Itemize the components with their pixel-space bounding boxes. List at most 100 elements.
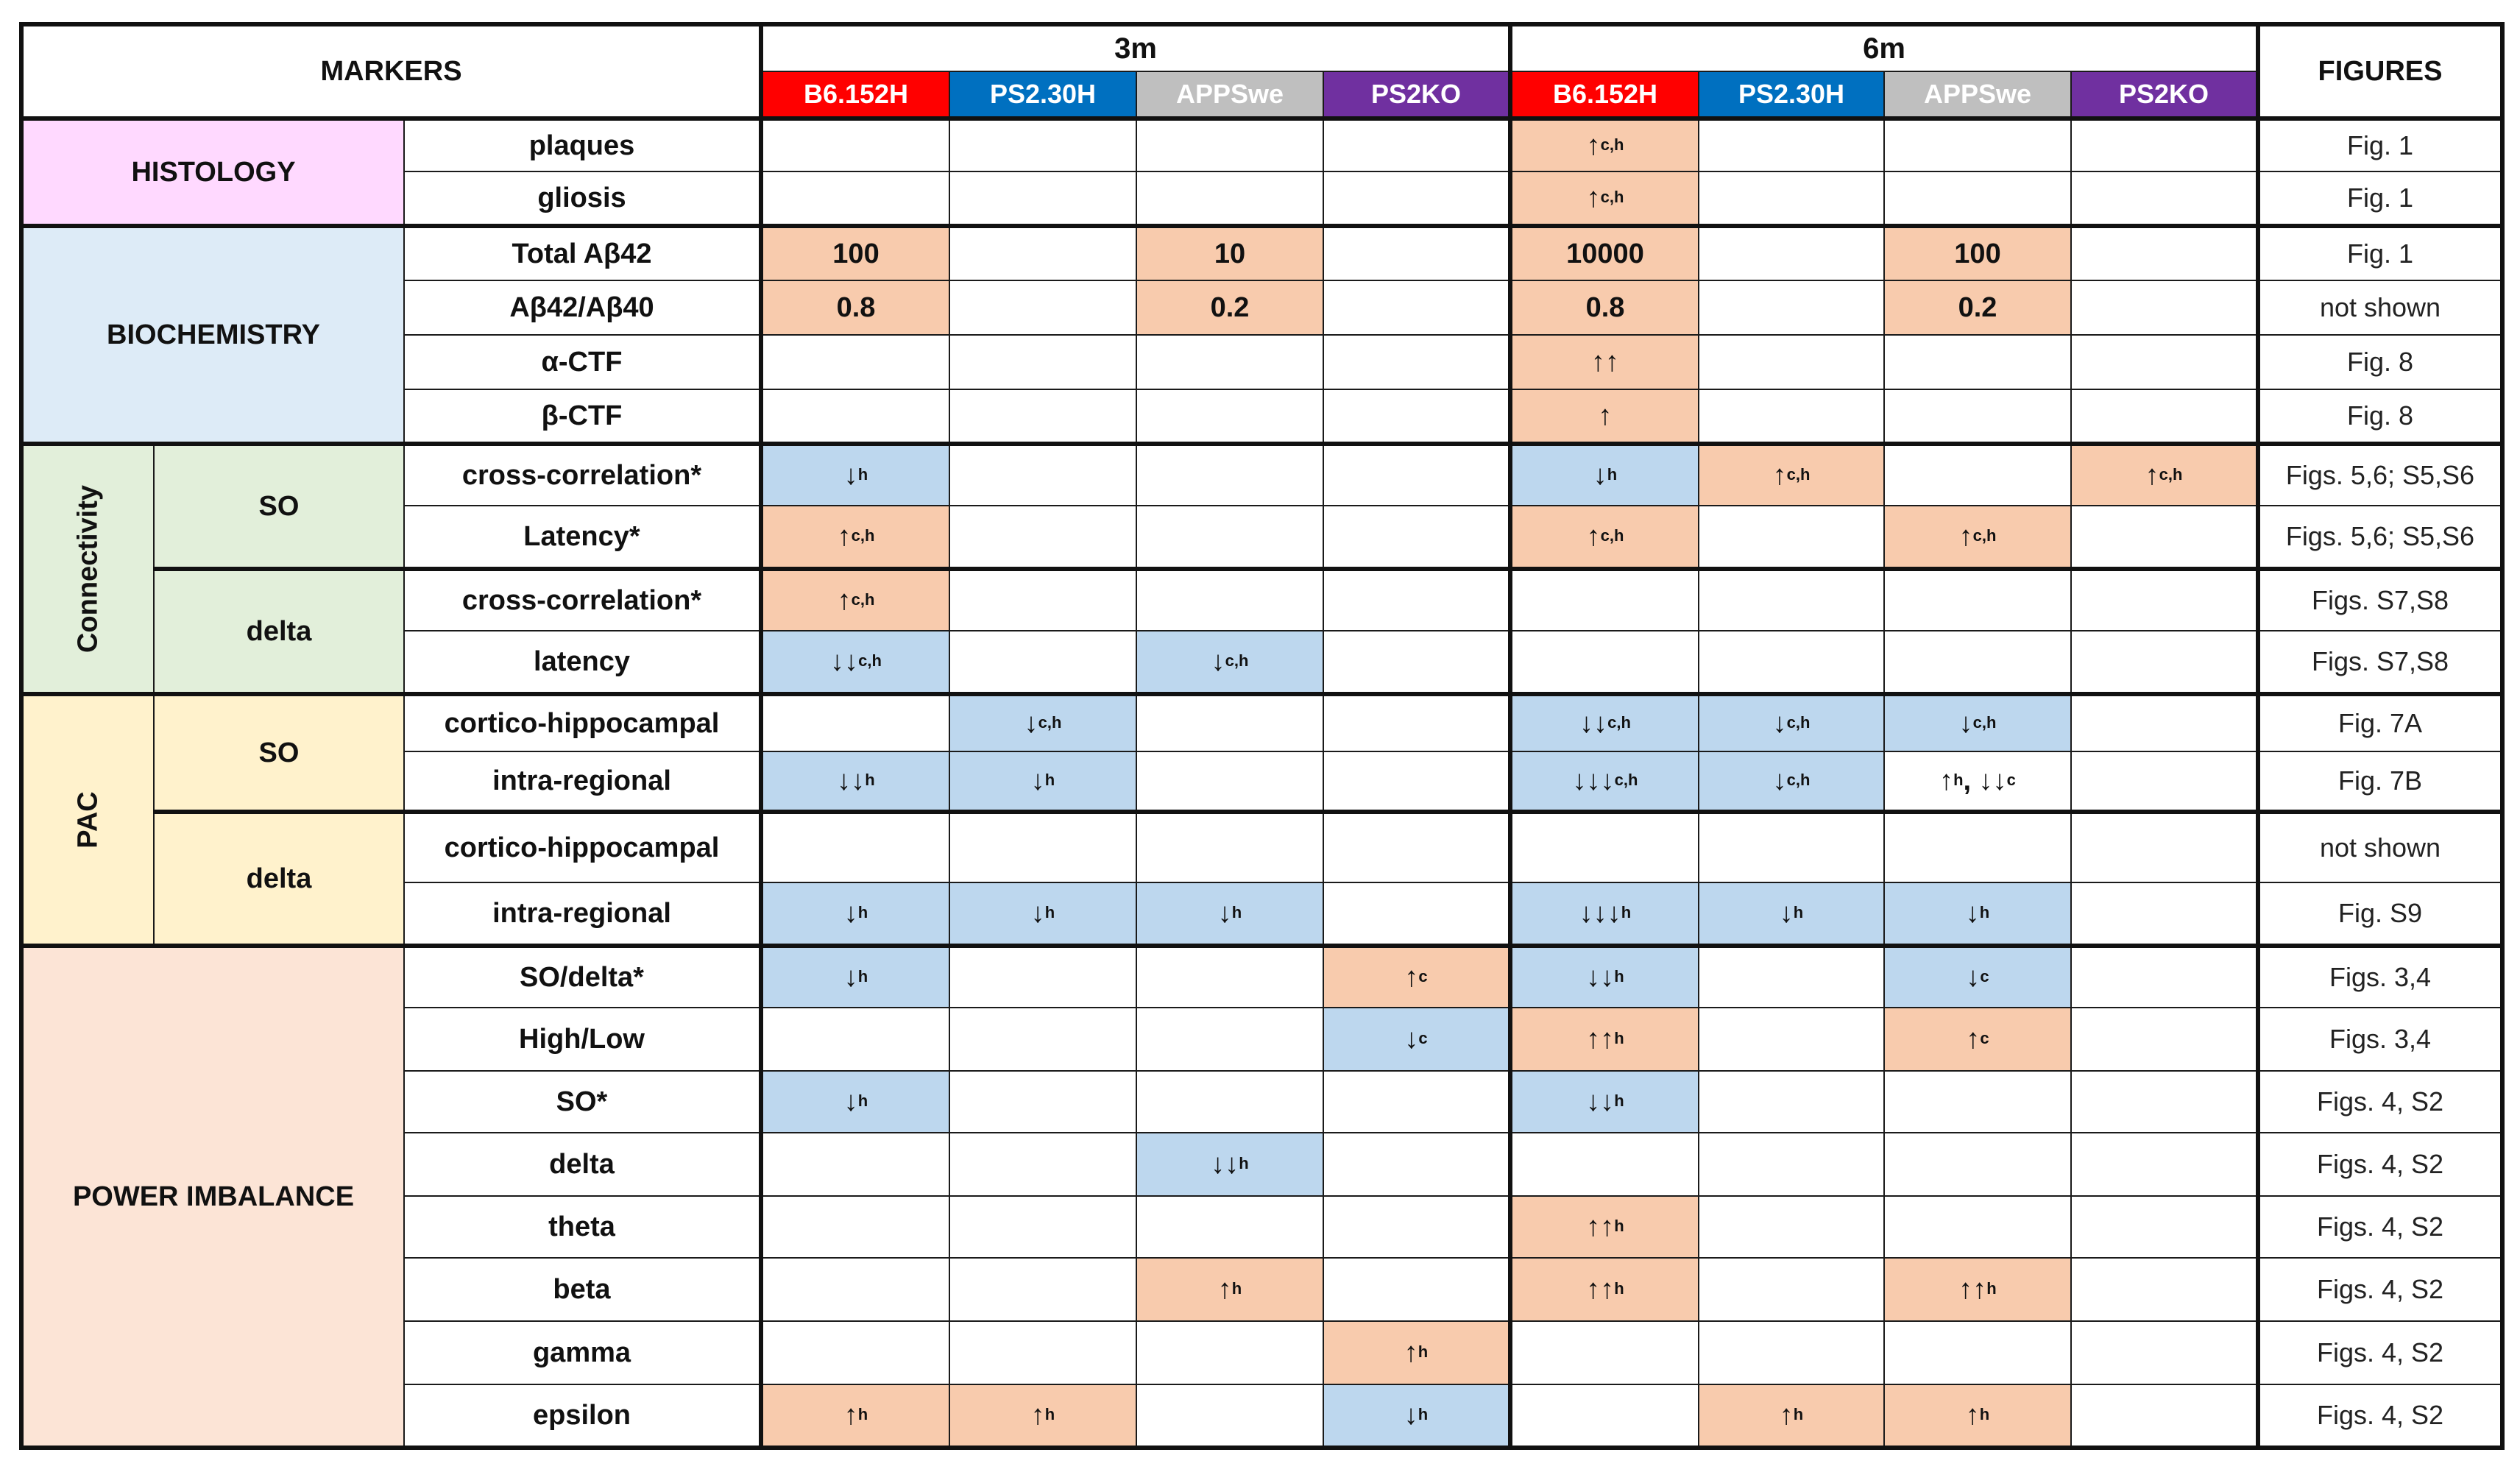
value-cell: ↑c [1323,944,1511,1008]
value-text: ↓ [843,897,858,929]
figure-reference: Figs. 4, S2 [2256,1257,2503,1322]
marker-name: intra-regional [403,751,762,813]
figure-reference: Fig. 1 [2256,171,2503,227]
model-header-ps2-30h: PS2.30H [949,71,1137,119]
value-cell [1323,751,1511,813]
value-cell: ↑h [949,1384,1137,1448]
value-cell [949,1195,1137,1259]
value-cell [2070,389,2259,445]
value-cell [2070,116,2259,172]
category-pac: PAC [21,692,155,946]
value-text: ↓ [1779,897,1794,929]
figure-reference: Fig. S9 [2256,882,2503,946]
value-cell: ↓h [1136,882,1324,946]
value-cell: ↓c,h [949,692,1137,752]
value-text: ↑ [843,1399,858,1431]
value-text: ↑↑ [1586,1023,1615,1055]
value-cell [1136,944,1324,1008]
value-text: ↑↑ [1586,1211,1615,1242]
subcategory-so: SO [153,692,405,813]
value-cell [759,1195,950,1259]
category-biochemistry: BIOCHEMISTRY [21,224,405,445]
value-text: ↑↑ [1586,1273,1615,1305]
value-text: ↓ [843,1086,858,1117]
model-header-appswe: APPSwe [1883,71,2072,119]
table-row: intra-regional ↓↓h ↓h ↓↓↓c,h ↓c,h ↑h, ↓↓c Fig.… [21,751,2503,813]
value-cell [759,389,950,445]
value-superscript: h [1793,1404,1804,1423]
value-text: ↓ [843,961,858,993]
marker-name: High/Low [403,1007,762,1072]
value-cell [2070,630,2259,695]
value-cell: ↑↑h [1508,1007,1699,1072]
figure-reference: Figs. 4, S2 [2256,1070,2503,1133]
value-text: ↑ [1030,1399,1045,1431]
value-text: ↓ [1772,765,1787,796]
value-cell [1698,630,1885,695]
value-superscript: h [857,464,868,484]
value-cell [949,116,1137,172]
value-text: , ↓↓ [1963,765,2007,796]
value-cell: 100 [759,224,950,281]
figure-reference: Figs. S7,S8 [2256,567,2503,631]
value-cell [2070,944,2259,1008]
value-cell [2070,882,2259,946]
value-superscript: c [1980,1028,1989,1047]
value-superscript: c,h [1600,187,1624,206]
value-text: ↓ [1772,707,1787,739]
value-cell [1698,505,1885,570]
value-cell [1508,630,1699,695]
value-cell [1136,1070,1324,1133]
value-text: ↑ [1772,459,1787,491]
value-cell [949,567,1137,631]
value-cell [1698,1007,1885,1072]
value-cell [949,630,1137,695]
value-cell: ↓c,h [1698,692,1885,752]
value-cell [1698,1195,1885,1259]
figure-reference: Figs. 3,4 [2256,1007,2503,1072]
value-cell [949,1007,1137,1072]
value-superscript: h [1614,1091,1624,1110]
marker-name: epsilon [403,1384,762,1448]
value-cell: ↑c,h [1698,442,1885,506]
value-cell [1323,810,1511,883]
marker-name: intra-regional [403,882,762,946]
category-histology: HISTOLOGY [21,116,405,227]
value-cell [949,810,1137,883]
value-text: ↓↓ [1211,1148,1239,1180]
value-text: ↓↓ [1579,707,1608,739]
table-row: HISTOLOGY plaques ↑c,h Fig. 1 [21,116,2503,227]
value-superscript: c [2006,770,2016,789]
value-text: 10000 [1566,238,1644,269]
value-cell: 10000 [1508,224,1699,281]
value-cell [1136,1384,1324,1448]
value-superscript: c [1980,966,1989,986]
value-superscript: h [1239,1153,1249,1172]
value-cell [1323,505,1511,570]
figure-reference: Fig. 7B [2256,751,2503,813]
value-cell [1323,334,1511,390]
value-cell [949,334,1137,390]
value-cell [1883,810,2072,883]
value-cell [1883,442,2072,506]
value-superscript: h [857,1404,868,1423]
table-row: Aβ42/Aβ40 0.8 0.2 0.8 0.2 not shown [21,280,2503,336]
value-text: ↑ [1586,182,1601,213]
value-cell [1883,1320,2072,1385]
table-row: High/Low ↓c ↑↑h ↑c Figs. 3,4 [21,1007,2503,1072]
marker-name: SO/delta* [403,944,762,1008]
marker-name: cross-correlation* [403,442,762,506]
value-cell: ↓h [759,944,950,1008]
value-cell [1508,1320,1699,1385]
value-cell: ↑c,h [759,505,950,570]
figures-header: FIGURES [2256,24,2503,119]
value-cell: 0.2 [1136,280,1324,336]
value-cell: 0.8 [759,280,950,336]
subcategory-delta: delta [153,567,405,695]
figure-reference: Fig. 8 [2256,334,2503,390]
markers-header: MARKERS [21,24,762,119]
value-cell [949,505,1137,570]
value-cell [2070,567,2259,631]
value-cell [1508,810,1699,883]
value-text: ↓ [1024,707,1038,739]
